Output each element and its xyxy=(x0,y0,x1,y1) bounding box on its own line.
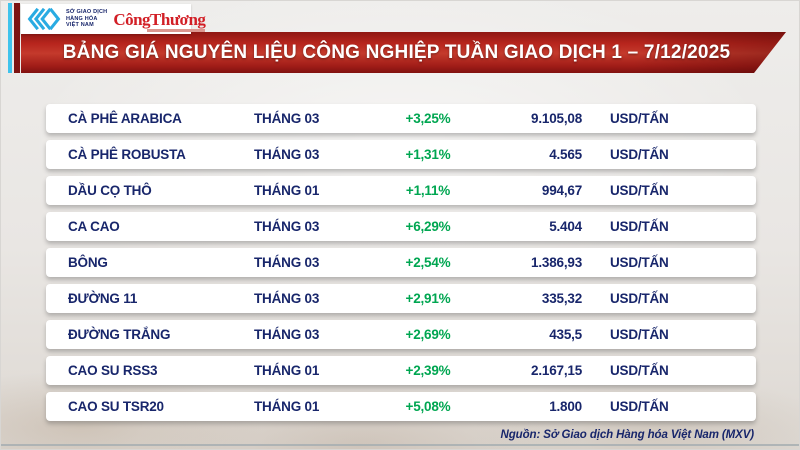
price-unit: USD/TẤN xyxy=(610,219,669,234)
price-value: 335,32 xyxy=(541,291,582,306)
table-row: CAO SU TSR20 THÁNG 01 +5,08% 1.800 USD/T… xyxy=(46,392,756,421)
change-percent: +2,39% xyxy=(405,363,451,378)
change-percent: +5,08% xyxy=(405,399,451,414)
change-percent: +2,69% xyxy=(405,327,451,342)
commodity-name: CA CAO xyxy=(68,219,120,234)
page-title: BẢNG GIÁ NGUYÊN LIỆU CÔNG NGHIỆP TUẦN GI… xyxy=(62,41,731,63)
congthuong-logo: CôngThương xyxy=(113,9,206,32)
title-banner: BẢNG GIÁ NGUYÊN LIỆU CÔNG NGHIỆP TUẦN GI… xyxy=(21,32,786,73)
left-accent-bar-maroon xyxy=(14,3,20,73)
price-value: 1.386,93 xyxy=(531,255,582,270)
price-unit: USD/TẤN xyxy=(610,183,669,198)
contract-month: THÁNG 03 xyxy=(254,291,320,306)
price-unit: USD/TẤN xyxy=(610,111,669,126)
table-row: ĐƯỜNG 11 THÁNG 03 +2,91% 335,32 USD/TẤN xyxy=(46,284,756,313)
change-percent: +2,91% xyxy=(405,291,451,306)
table-row: CÀ PHÊ ARABICA THÁNG 03 +3,25% 9.105,08 … xyxy=(46,104,756,133)
mxv-logo-line3: VIỆT NAM xyxy=(66,22,94,29)
price-unit: USD/TẤN xyxy=(610,327,669,342)
commodity-name: ĐƯỜNG 11 xyxy=(68,291,138,306)
price-table: CÀ PHÊ ARABICA THÁNG 03 +3,25% 9.105,08 … xyxy=(46,104,756,421)
source-note: Nguồn: Sở Giao dịch Hàng hóa Việt Nam (M… xyxy=(500,429,755,441)
contract-month: THÁNG 03 xyxy=(254,219,320,234)
contract-month: THÁNG 03 xyxy=(254,327,320,342)
change-percent: +3,25% xyxy=(405,111,451,126)
price-value: 994,67 xyxy=(541,183,582,198)
change-percent: +2,54% xyxy=(405,255,451,270)
price-value: 2.167,15 xyxy=(531,363,582,378)
table-row: CAO SU RSS3 THÁNG 01 +2,39% 2.167,15 USD… xyxy=(46,356,756,385)
change-percent: +1,11% xyxy=(405,183,451,198)
price-unit: USD/TẤN xyxy=(610,291,669,306)
commodity-name: CÀ PHÊ ARABICA xyxy=(68,111,182,126)
price-value: 5.404 xyxy=(549,219,582,234)
contract-month: THÁNG 03 xyxy=(254,255,320,270)
change-percent: +1,31% xyxy=(405,147,451,162)
mxv-logo-line2: HÀNG HÓA xyxy=(66,15,98,22)
commodity-name: CAO SU TSR20 xyxy=(68,399,164,414)
left-accent-bar-cyan xyxy=(8,3,12,73)
change-percent: +6,29% xyxy=(405,219,451,234)
commodity-name: CÀ PHÊ ROBUSTA xyxy=(68,147,186,162)
table-row: DẦU CỌ THÔ THÁNG 01 +1,11% 994,67 USD/TẤ… xyxy=(46,176,756,205)
commodity-name: BÔNG xyxy=(68,255,108,270)
commodity-name: DẦU CỌ THÔ xyxy=(68,183,152,198)
price-value: 4.565 xyxy=(549,147,582,162)
contract-month: THÁNG 01 xyxy=(254,363,320,378)
logo-box: SỞ GIAO DỊCH HÀNG HÓA VIỆT NAM CôngThươn… xyxy=(21,4,206,34)
price-unit: USD/TẤN xyxy=(610,147,669,162)
contract-month: THÁNG 03 xyxy=(254,147,320,162)
price-unit: USD/TẤN xyxy=(610,399,669,414)
table-row: BÔNG THÁNG 03 +2,54% 1.386,93 USD/TẤN xyxy=(46,248,756,277)
contract-month: THÁNG 01 xyxy=(254,399,320,414)
price-value: 1.800 xyxy=(549,399,582,414)
commodity-name: ĐƯỜNG TRẮNG xyxy=(68,327,171,342)
congthuong-underline xyxy=(147,28,206,32)
price-value: 9.105,08 xyxy=(531,111,582,126)
table-row: CA CAO THÁNG 03 +6,29% 5.404 USD/TẤN xyxy=(46,212,756,241)
table-row: CÀ PHÊ ROBUSTA THÁNG 03 +1,31% 4.565 USD… xyxy=(46,140,756,169)
commodity-name: CAO SU RSS3 xyxy=(68,363,158,378)
congthuong-wordmark: CôngThương xyxy=(113,9,206,29)
mxv-chevrons-icon xyxy=(26,7,62,31)
price-unit: USD/TẤN xyxy=(610,255,669,270)
price-value: 435,5 xyxy=(549,327,582,342)
contract-month: THÁNG 03 xyxy=(254,111,320,126)
contract-month: THÁNG 01 xyxy=(254,183,320,198)
price-unit: USD/TẤN xyxy=(610,363,669,378)
mxv-logo-line1: SỞ GIAO DỊCH xyxy=(66,9,108,16)
table-row: ĐƯỜNG TRẮNG THÁNG 03 +2,69% 435,5 USD/TẤ… xyxy=(46,320,756,349)
mxv-logo-text: SỞ GIAO DỊCH HÀNG HÓA VIỆT NAM xyxy=(66,9,107,29)
